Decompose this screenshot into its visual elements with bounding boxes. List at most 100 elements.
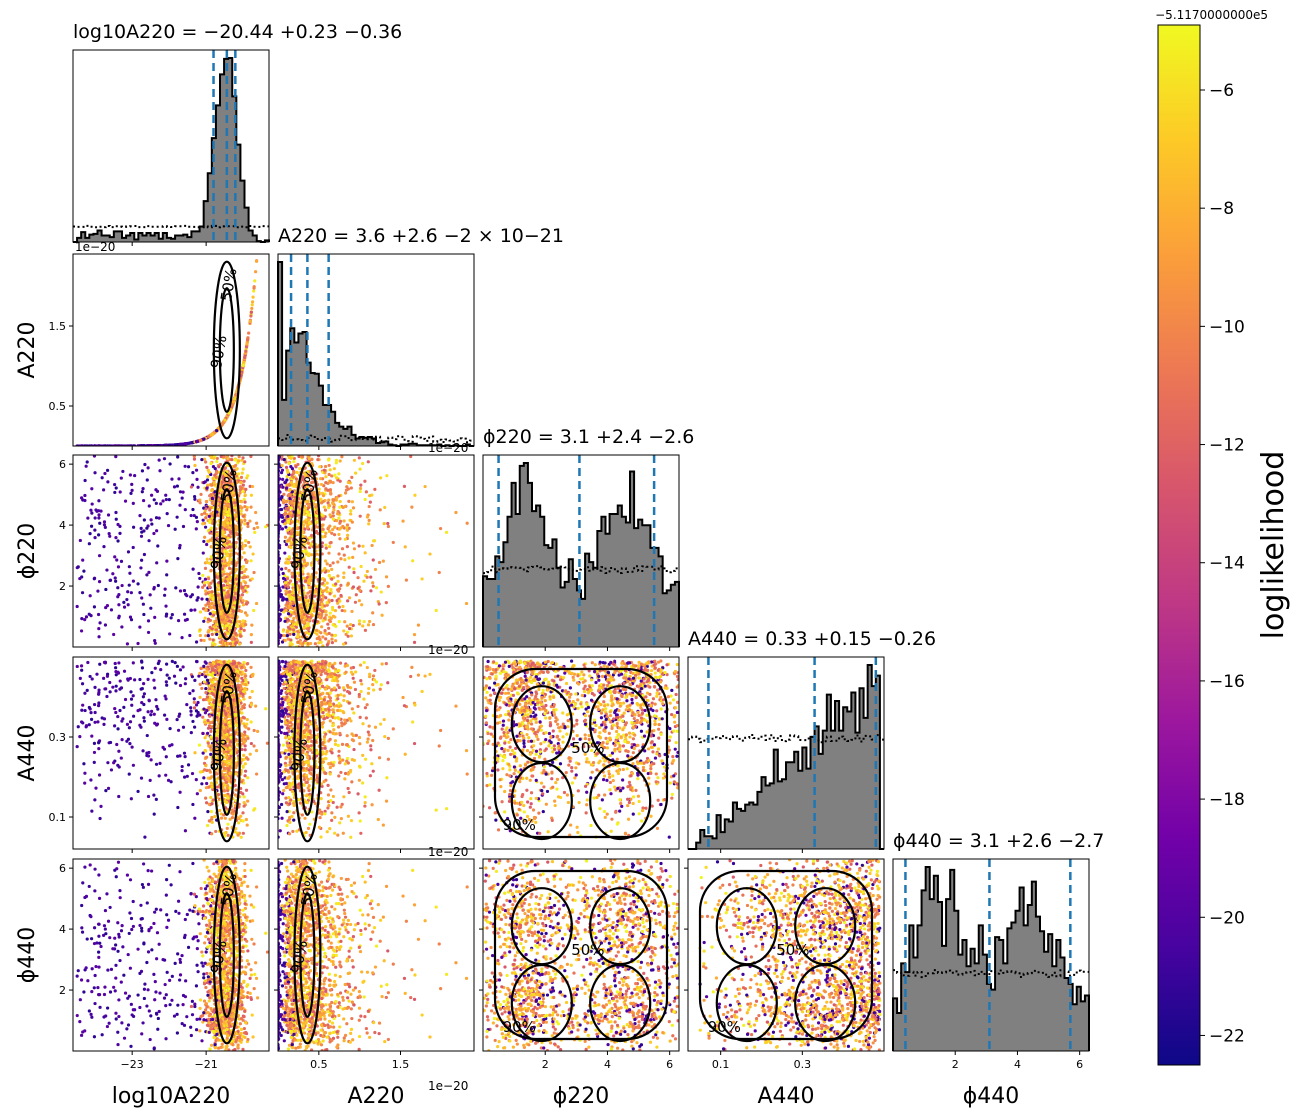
scatter-point: [420, 577, 424, 581]
scatter-point: [175, 515, 179, 519]
scatter-point: [215, 459, 219, 464]
scatter-point: [168, 632, 172, 636]
scatter-point: [350, 500, 354, 504]
scatter-point: [153, 641, 157, 645]
scatter-point: [178, 442, 182, 446]
scatter-point: [106, 480, 110, 484]
scatter-point: [130, 482, 134, 486]
scatter-point: [249, 455, 253, 459]
scatter-point: [239, 596, 243, 600]
scatter-point: [349, 634, 354, 638]
scatter-point: [222, 483, 227, 487]
scatter-point: [146, 619, 151, 623]
scatter-point: [367, 504, 371, 509]
scatter-point: [411, 559, 415, 563]
scatter-point: [208, 508, 212, 512]
scatter-point: [334, 461, 338, 465]
scatter-point: [206, 474, 210, 479]
scatter-point: [163, 593, 167, 597]
scatter-point: [243, 611, 248, 615]
scatter-point: [363, 479, 367, 483]
scatter-point: [333, 608, 338, 613]
scatter-point: [278, 612, 282, 616]
scatter-point: [362, 620, 366, 624]
scatter-point: [116, 539, 120, 543]
scatter-point: [249, 505, 253, 509]
scatter-point: [210, 627, 214, 631]
scatter-point: [213, 642, 217, 646]
scatter-point: [330, 577, 334, 581]
scatter-point: [279, 471, 284, 475]
scatter-point: [264, 118, 267, 121]
scatter-point: [338, 587, 342, 591]
scatter-point: [352, 567, 356, 571]
scatter-point: [297, 497, 301, 501]
scatter-point: [338, 459, 342, 463]
scatter-point: [330, 637, 334, 641]
scatter-point: [367, 522, 371, 526]
scatter-point: [369, 589, 373, 593]
scatter-point: [349, 512, 353, 516]
scatter-point: [357, 456, 361, 460]
scatter-point: [205, 597, 209, 601]
scatter-point: [162, 457, 167, 461]
scatter-point: [90, 487, 94, 491]
scatter-point: [324, 475, 328, 479]
scatter-point: [353, 600, 358, 604]
scatter-point: [204, 592, 208, 596]
scatter-point: [217, 584, 221, 588]
scatter-point: [116, 586, 120, 590]
scatter-point: [217, 465, 221, 469]
scatter-point: [295, 526, 299, 530]
scatter-point: [366, 623, 371, 627]
prior-hist-log10A220: [73, 224, 269, 229]
scatter-point: [313, 594, 317, 598]
scatter-point: [223, 546, 228, 550]
scatter-point: [93, 471, 97, 475]
scatter-point: [281, 585, 285, 589]
scatter-point: [97, 635, 101, 639]
scatter-point: [237, 455, 241, 459]
scatter-point: [229, 557, 233, 562]
scatter-point: [324, 613, 328, 617]
scatter-point: [167, 443, 171, 446]
scatter-point: [202, 480, 206, 485]
scatter-point: [237, 459, 241, 463]
scatter-point: [337, 494, 341, 498]
scatter-point: [225, 541, 229, 545]
scatter-point: [103, 525, 107, 530]
scatter-point: [246, 338, 250, 342]
scatter-point: [241, 603, 246, 607]
scatter-point: [227, 533, 231, 537]
scatter-point: [154, 488, 158, 492]
contour-label-50: 50%: [217, 468, 241, 504]
scatter-point: [248, 319, 252, 323]
scatter-point: [310, 477, 315, 481]
scatter-point: [239, 486, 243, 490]
scatter-point: [280, 455, 284, 458]
scatter-point: [119, 476, 123, 480]
scatter-point: [428, 552, 432, 556]
scatter-point: [114, 486, 118, 490]
scatter-point: [181, 490, 185, 494]
scatter-point: [161, 499, 165, 503]
scatter-point: [188, 633, 192, 638]
scatter-point: [229, 457, 234, 462]
scatter-point: [402, 484, 407, 488]
scatter-point: [287, 568, 291, 573]
scatter-point: [142, 518, 146, 522]
scatter-point: [164, 614, 168, 618]
scatter-point: [347, 499, 351, 503]
scatter-point: [206, 620, 210, 624]
scatter-point: [95, 509, 99, 513]
scatter-point: [218, 640, 223, 644]
scatter-point: [243, 460, 247, 464]
scatter-point: [231, 609, 236, 613]
scatter-point: [330, 633, 334, 637]
scatter-point: [368, 494, 372, 498]
scatter-point: [249, 314, 253, 318]
scatter-point: [252, 570, 256, 575]
scatter-point: [116, 565, 121, 569]
scatter-point: [166, 523, 171, 528]
